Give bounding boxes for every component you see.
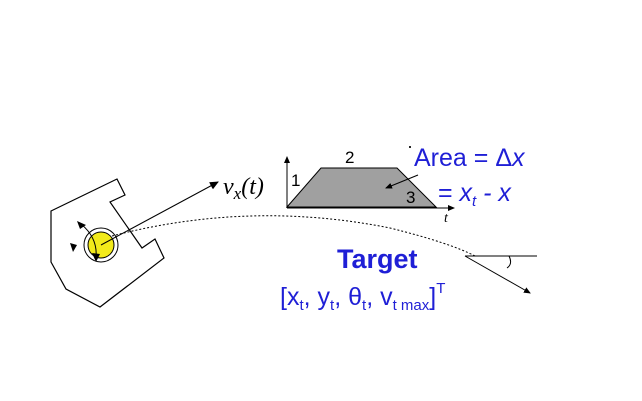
area-equation: Area = Δx [414,144,526,172]
segment-3-label: 3 [406,188,415,207]
time-axis-label: t [444,211,449,226]
target-title: Target [337,244,418,274]
rotation-arrow-icon [70,221,100,262]
segment-1-label: 1 [291,171,300,190]
area-note-dot: · [407,136,413,156]
displacement-equation: = xt - x [438,179,512,210]
area-pointer-arrow [385,174,419,189]
target-state-vector: [xt, yt, θt, vt max]T [280,280,445,314]
heading-angle-icon [464,255,537,294]
segment-2-label: 2 [345,148,354,167]
velocity-profile-trapezoid [285,167,438,208]
velocity-label: vx(t) [223,174,264,203]
heading-arrow [100,181,219,246]
trajectory-path [111,215,476,257]
